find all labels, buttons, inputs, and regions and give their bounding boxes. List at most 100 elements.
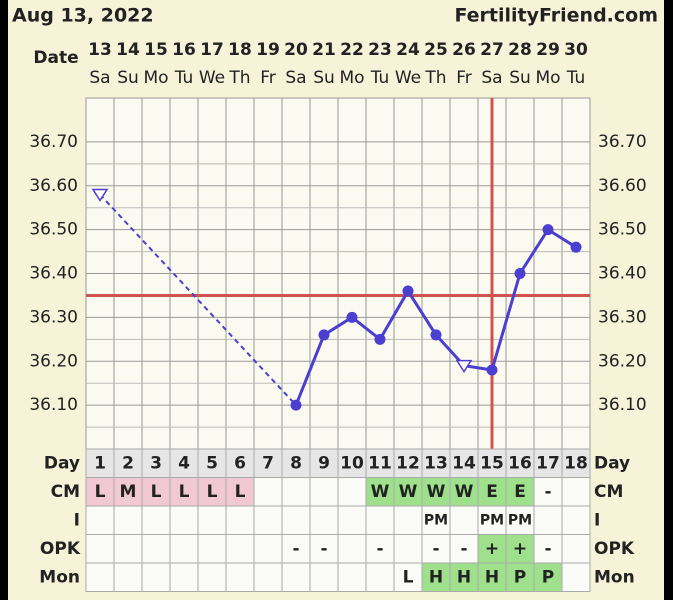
table-cell <box>113 477 143 507</box>
table-cell <box>141 505 171 535</box>
y-tick-label: 36.50 <box>29 220 78 240</box>
date-label: 13 <box>88 40 112 60</box>
date-label: 24 <box>396 40 420 60</box>
cell-text: 15 <box>480 453 504 473</box>
cell-text: H <box>457 567 471 587</box>
temp-marker <box>570 241 582 253</box>
table-cell <box>225 505 255 535</box>
date-label: 15 <box>144 40 168 60</box>
cell-text: PM <box>480 512 504 528</box>
table-cell <box>253 505 283 535</box>
cell-text: PM <box>508 512 532 528</box>
y-tick-label-right: 36.20 <box>598 351 647 371</box>
cell-text: L <box>151 482 162 502</box>
cell-text: - <box>320 539 327 559</box>
table-cell <box>113 534 143 564</box>
y-tick-label: 36.70 <box>29 132 78 152</box>
date-label: 27 <box>480 40 504 60</box>
table-cell <box>281 448 311 478</box>
cell-text: 3 <box>150 453 162 473</box>
weekday-label: Th <box>424 68 446 88</box>
row-label-right: CM <box>594 482 623 502</box>
row-label: I <box>74 510 80 530</box>
y-tick-label-right: 36.50 <box>598 220 647 240</box>
y-tick-label-right: 36.30 <box>598 307 647 327</box>
row-label-right: Mon <box>594 567 635 587</box>
weekday-label: We <box>395 68 421 88</box>
table-cell <box>225 448 255 478</box>
cell-text: L <box>95 482 106 502</box>
table-cell <box>309 477 339 507</box>
cell-text: 4 <box>178 453 190 473</box>
date-label: 14 <box>116 40 140 60</box>
table-cell <box>393 534 423 564</box>
weekday-label: Tu <box>370 68 390 88</box>
date-label: 23 <box>368 40 392 60</box>
weekday-label: Mo <box>339 68 364 88</box>
table-cell <box>561 477 591 507</box>
table-cell <box>85 505 115 535</box>
chart-date: Aug 13, 2022 <box>12 5 154 27</box>
table-cell <box>141 562 171 592</box>
cell-text: E <box>514 482 526 502</box>
cell-text: E <box>486 482 498 502</box>
date-label: 18 <box>228 40 252 60</box>
weekday-label: Su <box>313 68 335 88</box>
date-label: 22 <box>340 40 364 60</box>
date-label: 21 <box>312 40 336 60</box>
temp-marker-open <box>91 188 109 202</box>
table-cell <box>85 448 115 478</box>
weekday-label: Mo <box>143 68 168 88</box>
date-label: 19 <box>256 40 280 60</box>
temp-marker <box>542 224 554 236</box>
date-label: 30 <box>564 40 588 60</box>
gap-connector <box>99 193 297 406</box>
temp-marker <box>402 285 414 297</box>
table-cell <box>281 477 311 507</box>
temp-marker-open <box>455 359 473 374</box>
table-cell <box>169 562 199 592</box>
table-cell <box>477 534 507 564</box>
cell-text: 7 <box>262 453 274 473</box>
cell-text: P <box>542 567 554 587</box>
cell-text: 6 <box>234 453 246 473</box>
cell-text: 10 <box>340 453 364 473</box>
table-cell <box>197 505 227 535</box>
table-cell <box>337 505 367 535</box>
cell-text: L <box>403 567 414 587</box>
y-tick-label: 36.30 <box>29 307 78 327</box>
y-tick-label: 36.40 <box>29 264 78 284</box>
row-label-right: Day <box>594 453 630 473</box>
cell-text: L <box>207 482 218 502</box>
cell-text: - <box>292 539 299 559</box>
weekday-label: Tu <box>566 68 586 88</box>
cell-text: 5 <box>206 453 218 473</box>
row-label: OPK <box>40 539 81 559</box>
table-cell <box>197 448 227 478</box>
table-cell <box>253 534 283 564</box>
row-label: Day <box>44 453 80 473</box>
row-label: Mon <box>39 567 80 587</box>
cell-text: 12 <box>396 453 420 473</box>
cell-text: - <box>544 482 551 502</box>
table-cell <box>533 534 563 564</box>
cell-text: W <box>455 482 474 502</box>
y-tick-label: 36.10 <box>29 395 78 415</box>
weekday-label: Tu <box>174 68 194 88</box>
weekday-label: Fr <box>456 68 472 88</box>
cell-text: 18 <box>564 453 588 473</box>
date-label: 28 <box>508 40 532 60</box>
table-cell <box>533 562 563 592</box>
temp-marker <box>374 333 386 345</box>
temp-marker <box>514 268 526 279</box>
table-cell <box>281 505 311 535</box>
y-tick-label-right: 36.40 <box>598 264 647 284</box>
date-label: 16 <box>172 40 196 60</box>
table-cell <box>253 562 283 592</box>
cell-text: 14 <box>452 453 476 473</box>
table-cell <box>113 562 143 592</box>
table-cell <box>421 534 451 564</box>
cell-text: L <box>179 482 190 502</box>
table-cell <box>533 505 563 535</box>
table-cell <box>477 562 507 592</box>
